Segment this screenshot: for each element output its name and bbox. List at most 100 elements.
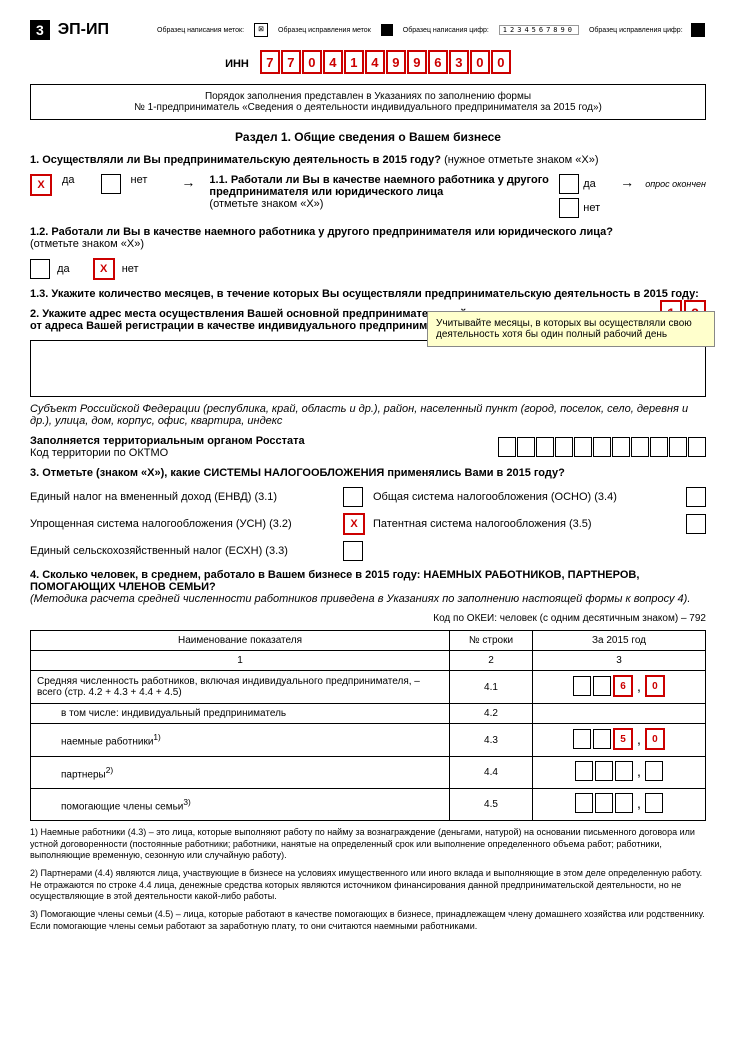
q4: 4. Сколько человек, в среднем, работало … bbox=[30, 569, 706, 605]
r5n: 4.5 bbox=[450, 789, 533, 821]
r2: в том числе: индивидуальный предпринимат… bbox=[31, 704, 450, 724]
addr-hint: Субъект Российской Федерации (республика… bbox=[30, 403, 706, 427]
sample-label-3: Образец написания цифр: bbox=[403, 27, 489, 34]
th2: № строки bbox=[450, 631, 533, 651]
inn-d: 0 bbox=[491, 50, 511, 74]
c1: 1 bbox=[31, 651, 450, 671]
inn-row: ИНН 7 7 0 4 1 4 9 9 6 3 0 0 bbox=[30, 50, 706, 74]
oktmo-row: Заполняется территориальным органом Росс… bbox=[30, 435, 706, 459]
r3n: 4.3 bbox=[450, 724, 533, 757]
r1: Средняя численность работников, включая … bbox=[31, 671, 450, 704]
r1n: 4.1 bbox=[450, 671, 533, 704]
inn-d: 1 bbox=[344, 50, 364, 74]
section-title: Раздел 1. Общие сведения о Вашем бизнесе bbox=[30, 130, 706, 144]
tax-grid: Единый налог на вмененный доход (ЕНВД) (… bbox=[30, 487, 706, 561]
instr-line1: Порядок заполнения представлен в Указани… bbox=[41, 91, 695, 102]
workers-table: Наименование показателя № строки За 2015… bbox=[30, 630, 706, 821]
inn-d: 7 bbox=[281, 50, 301, 74]
inn-d: 7 bbox=[260, 50, 280, 74]
inn-digits: 7 7 0 4 1 4 9 9 6 3 0 0 bbox=[260, 50, 511, 74]
inn-d: 4 bbox=[323, 50, 343, 74]
r3: наемные работники1) bbox=[31, 724, 450, 757]
q1-answers: X да нет → 1.1. Работали ли Вы в качеств… bbox=[30, 174, 706, 218]
q1: 1. Осуществляли ли Вы предпринимательску… bbox=[30, 154, 706, 166]
q1-2-hint: (отметьте знаком «X») bbox=[30, 238, 144, 250]
sample-label-4: Образец исправления цифр: bbox=[589, 27, 683, 34]
q1-net-checkbox[interactable] bbox=[101, 174, 121, 194]
q1-3: 1.3. Укажите количество месяцев, в течен… bbox=[30, 288, 706, 300]
q4-hint: (Методика расчета средней численности ра… bbox=[30, 593, 690, 605]
tax-33-cb[interactable] bbox=[343, 541, 363, 561]
q1-2-answers: да X нет bbox=[30, 258, 706, 280]
q1-1: 1.1. Работали ли Вы в качестве наемного … bbox=[209, 174, 553, 210]
arrow-icon: → bbox=[181, 174, 195, 190]
q1-da-checkbox[interactable]: X bbox=[30, 174, 52, 196]
c3: 3 bbox=[533, 651, 706, 671]
instruction-box: Порядок заполнения представлен в Указани… bbox=[30, 84, 706, 120]
inn-d: 0 bbox=[302, 50, 322, 74]
q1-2-text: 1.2. Работали ли Вы в качестве наемного … bbox=[30, 226, 613, 238]
r3-val[interactable]: 5 ,0 bbox=[533, 724, 706, 757]
q3: 3. Отметьте (знаком «X»), какие СИСТЕМЫ … bbox=[30, 467, 706, 479]
da-label: да bbox=[62, 174, 75, 186]
r4n: 4.4 bbox=[450, 757, 533, 789]
q1-1-net[interactable] bbox=[559, 198, 579, 218]
instr-line2: № 1-предприниматель «Сведения о деятельн… bbox=[41, 102, 695, 113]
tax-34: Общая система налогообложения (ОСНО) (3.… bbox=[373, 491, 676, 503]
corner-marker bbox=[691, 23, 705, 37]
r4-val[interactable]: , bbox=[533, 757, 706, 789]
sample-fill-icon bbox=[381, 24, 393, 36]
tax-32-cb[interactable]: X bbox=[343, 513, 365, 535]
tax-34-cb[interactable] bbox=[686, 487, 706, 507]
footnote-2: 2) Партнерами (4.4) являются лица, участ… bbox=[30, 868, 706, 903]
q1-text: 1. Осуществляли ли Вы предпринимательску… bbox=[30, 154, 441, 166]
q1-1-hint: (отметьте знаком «X») bbox=[209, 198, 323, 210]
q1-1-text: 1.1. Работали ли Вы в качестве наемного … bbox=[209, 174, 548, 198]
header-row: 3 ЭП-ИП Образец написания меток: ⊠ Образ… bbox=[30, 20, 706, 40]
r5-val[interactable]: , bbox=[533, 789, 706, 821]
r1-val[interactable]: 6 ,0 bbox=[533, 671, 706, 704]
oktmo-label: Заполняется территориальным органом Росс… bbox=[30, 435, 305, 447]
q1-1-da[interactable] bbox=[559, 174, 579, 194]
r2-val bbox=[533, 704, 706, 724]
tax-33: Единый сельскохозяйственный налог (ЕСХН)… bbox=[30, 545, 333, 557]
sample-digits: 1234567890 bbox=[499, 25, 579, 35]
samples: Образец написания меток: ⊠ Образец испра… bbox=[157, 23, 683, 37]
tax-31-cb[interactable] bbox=[343, 487, 363, 507]
tax-35-cb[interactable] bbox=[686, 514, 706, 534]
tooltip: Учитывайте месяцы, в которых вы осуществ… bbox=[427, 311, 715, 347]
da-lbl: да bbox=[583, 178, 596, 190]
form-number: 3 bbox=[30, 20, 50, 40]
inn-d: 9 bbox=[386, 50, 406, 74]
net-label: нет bbox=[131, 174, 148, 186]
net-lbl: нет bbox=[583, 202, 600, 214]
form-code: ЭП-ИП bbox=[58, 21, 109, 39]
net-lbl: нет bbox=[122, 263, 139, 275]
address-input[interactable]: Учитывайте месяцы, в которых вы осуществ… bbox=[30, 340, 706, 397]
th3: За 2015 год bbox=[533, 631, 706, 651]
r4: партнеры2) bbox=[31, 757, 450, 789]
tax-35: Патентная система налогообложения (3.5) bbox=[373, 518, 676, 530]
sample-label-1: Образец написания меток: bbox=[157, 27, 244, 34]
da-lbl: да bbox=[57, 263, 70, 275]
inn-d: 9 bbox=[407, 50, 427, 74]
q1-2-da[interactable] bbox=[30, 259, 50, 279]
tax-32: Упрощенная система налогообложения (УСН)… bbox=[30, 518, 333, 530]
q1-2: 1.2. Работали ли Вы в качестве наемного … bbox=[30, 226, 706, 250]
q1-3-text: 1.3. Укажите количество месяцев, в течен… bbox=[30, 288, 699, 300]
footnote-1: 1) Наемные работники (4.3) – это лица, к… bbox=[30, 827, 706, 862]
c2: 2 bbox=[450, 651, 533, 671]
sample-label-2: Образец исправления меток bbox=[278, 27, 371, 34]
sample-x-icon: ⊠ bbox=[254, 23, 268, 37]
inn-d: 4 bbox=[365, 50, 385, 74]
arrow-icon: → bbox=[620, 174, 634, 190]
opros-note: → опрос окончен bbox=[612, 174, 706, 190]
q1-hint: (нужное отметьте знаком «X») bbox=[444, 154, 598, 166]
r2n: 4.2 bbox=[450, 704, 533, 724]
q1-1-answers: да нет bbox=[559, 174, 600, 218]
inn-d: 3 bbox=[449, 50, 469, 74]
q1-2-net[interactable]: X bbox=[93, 258, 115, 280]
oktmo-boxes[interactable] bbox=[498, 437, 706, 457]
inn-d: 0 bbox=[470, 50, 490, 74]
opros-text: опрос окончен bbox=[645, 179, 706, 189]
